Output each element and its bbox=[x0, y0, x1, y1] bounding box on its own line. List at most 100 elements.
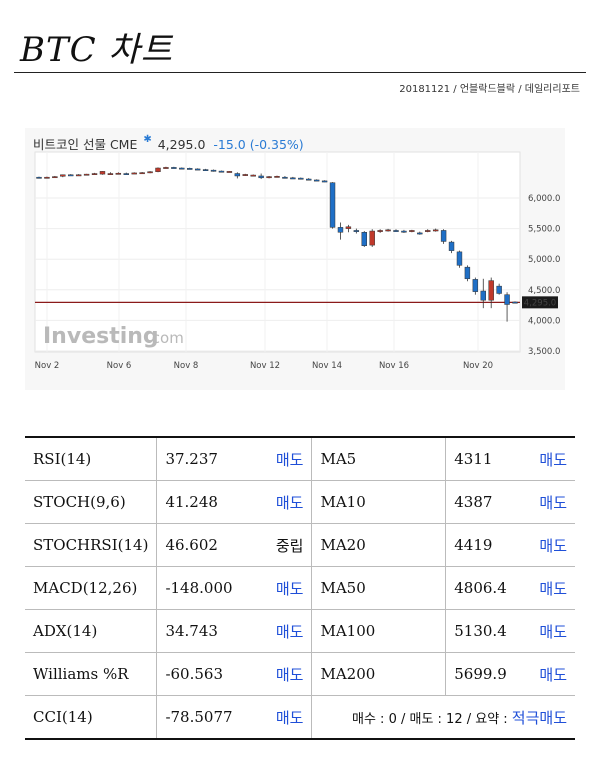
candle-down bbox=[448, 241, 455, 251]
plot-area bbox=[34, 151, 521, 353]
candle-down bbox=[480, 290, 486, 301]
indicator-name: ADX(14) bbox=[25, 609, 158, 653]
candle-up bbox=[488, 280, 494, 301]
candle-up bbox=[115, 172, 122, 175]
candle-down bbox=[290, 177, 296, 180]
y-tick-label: 6,000.0 bbox=[528, 194, 560, 204]
indicator-name: Williams %R bbox=[25, 652, 158, 696]
candle-up bbox=[242, 174, 248, 176]
candle-up bbox=[91, 173, 98, 175]
candle-down bbox=[187, 168, 193, 170]
ma-value: 4311 bbox=[445, 436, 532, 481]
candle-up bbox=[409, 230, 415, 232]
summary-result: 적극매도 bbox=[511, 708, 567, 727]
candle-down bbox=[36, 176, 42, 179]
chart-change: -15.0 (-0.35%) bbox=[213, 137, 304, 152]
report-subline: 20181121 / 언블락드블락 / 데일리리포트 bbox=[399, 84, 580, 95]
investing-logo: Investing bbox=[43, 324, 159, 349]
price-chart: 6,000.0 5,500.0 5,000.0 4,500.0 4,000.0 3,500… bbox=[25, 128, 565, 390]
candle-up bbox=[155, 167, 161, 172]
candle-up bbox=[250, 174, 256, 177]
candle-down bbox=[321, 180, 328, 183]
ma-name: MA10 bbox=[311, 480, 447, 524]
ma-value: 5699.9 bbox=[445, 652, 532, 696]
x-tick-label: Nov 12 bbox=[250, 361, 280, 371]
star-icon[interactable]: ✱ bbox=[143, 134, 152, 145]
investing-logo-suffix: .com bbox=[147, 329, 184, 347]
table-row: STOCH(9,6) 41.248 매도 MA10 4387 매도 bbox=[25, 480, 575, 524]
title-divider bbox=[14, 72, 586, 73]
ma-signal: 매도 bbox=[531, 566, 575, 610]
ma-name: MA50 bbox=[311, 566, 447, 610]
ma-name: MA20 bbox=[311, 523, 447, 567]
y-tick-label: 3,500.0 bbox=[528, 347, 560, 357]
current-price-tag bbox=[522, 296, 558, 309]
candle-up bbox=[60, 174, 66, 177]
indicator-signal: 매도 bbox=[267, 652, 313, 696]
candle-up bbox=[163, 167, 169, 169]
current-price-label: 4,295.0 bbox=[524, 298, 556, 308]
ma-signal: 매도 bbox=[531, 523, 575, 567]
indicator-name: STOCH(9,6) bbox=[25, 480, 158, 524]
candle-down bbox=[68, 174, 74, 177]
ma-value: 4806.4 bbox=[445, 566, 532, 610]
candle-down bbox=[202, 169, 209, 171]
candle-up bbox=[369, 230, 375, 246]
candle-down bbox=[440, 230, 447, 242]
candle-up bbox=[139, 172, 145, 175]
candle-down bbox=[512, 301, 518, 304]
indicator-name: MACD(12,26) bbox=[25, 566, 158, 610]
table-row: ADX(14) 34.743 매도 MA100 5130.4 매도 bbox=[25, 609, 575, 653]
candle-up bbox=[425, 230, 431, 232]
candle-up bbox=[107, 173, 114, 175]
candle-down bbox=[313, 179, 320, 182]
candle-up bbox=[83, 173, 90, 176]
candle-down bbox=[361, 232, 367, 246]
candle-up bbox=[131, 172, 137, 175]
ma-value: 5130.4 bbox=[445, 609, 532, 653]
candle-down bbox=[218, 170, 225, 173]
indicator-value: 41.248 bbox=[156, 480, 268, 524]
ma-value: 4419 bbox=[445, 523, 532, 567]
ma-value: 4387 bbox=[445, 480, 532, 524]
chart-price: 4,295.0 bbox=[157, 137, 206, 152]
y-tick-label: 4,000.0 bbox=[528, 316, 560, 326]
chart-instrument-name: 비트코인 선물 CME bbox=[33, 137, 138, 152]
page-title: BTC 차트 bbox=[20, 30, 174, 70]
candle-up bbox=[266, 176, 272, 179]
y-tick-label: 4,500.0 bbox=[528, 286, 560, 296]
x-tick-label: Nov 14 bbox=[312, 361, 342, 371]
x-tick-label: Nov 16 bbox=[379, 361, 409, 371]
candle-up bbox=[44, 176, 50, 179]
candle-down bbox=[282, 176, 288, 179]
candle-down bbox=[504, 294, 510, 305]
indicator-signal: 매도 bbox=[267, 436, 313, 481]
candle-up bbox=[99, 171, 106, 175]
candle-up bbox=[75, 174, 82, 177]
summary-cell: 매수 : 0 / 매도 : 12 / 요약 : 적극매도 bbox=[311, 695, 575, 740]
indicator-value: 46.602 bbox=[156, 523, 268, 567]
table-row: RSI(14) 37.237 매도 MA5 4311 매도 bbox=[25, 436, 575, 481]
table-row: STOCHRSI(14) 46.602 중립 MA20 4419 매도 bbox=[25, 523, 575, 567]
indicator-value: 34.743 bbox=[156, 609, 268, 653]
candle-down bbox=[234, 173, 241, 177]
candle-up bbox=[432, 229, 439, 232]
candle-down bbox=[171, 167, 177, 169]
table-row: CCI(14) -78.5077 매도 매수 : 0 / 매도 : 12 / 요약 :… bbox=[25, 695, 575, 740]
candle-up bbox=[52, 176, 58, 179]
ma-name: MA100 bbox=[311, 609, 447, 653]
candle-down bbox=[306, 178, 312, 181]
candle-down bbox=[464, 266, 471, 280]
table-row: Williams %R -60.563 매도 MA200 5699.9 매도 bbox=[25, 652, 575, 696]
candle-down bbox=[329, 182, 336, 228]
indicator-value: -60.563 bbox=[156, 652, 268, 696]
candle-up bbox=[385, 229, 391, 232]
candle-down bbox=[123, 173, 129, 175]
ma-signal: 매도 bbox=[531, 609, 575, 653]
ma-signal: 매도 bbox=[531, 652, 575, 696]
summary-counts: 매수 : 0 / 매도 : 12 / 요약 : bbox=[352, 711, 512, 727]
candle-down bbox=[393, 230, 399, 232]
candle-up bbox=[226, 171, 233, 173]
indicator-table: RSI(14) 37.237 매도 MA5 4311 매도 STOCH(9,6) 41.248… bbox=[25, 436, 575, 740]
candle-down bbox=[496, 285, 502, 294]
